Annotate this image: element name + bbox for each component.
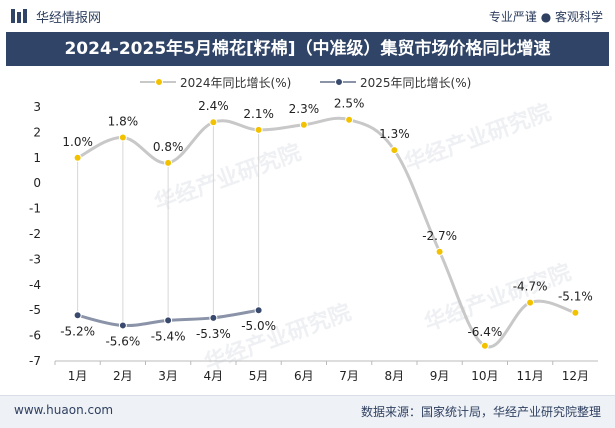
series-2024-data-label: 2.3% — [289, 102, 320, 116]
x-tick-label: 12月 — [562, 369, 589, 383]
footer: www.huaon.com 数据来源：国家统计局，华经产业研究院整理 — [0, 395, 615, 428]
legend: 2024年同比增长(%) 2025年同比增长(%) — [0, 72, 615, 92]
tagline: 专业严谨 ● 客观科学 — [488, 10, 603, 24]
line-chart: 3 2 1 0 -1 -2 -3 -4 -5 -6 -7 1月 2月 3月 4月 5月 6月 7月 8月 9月 10月 1… — [29, 97, 598, 383]
series-2024-point — [209, 118, 218, 127]
x-tick-label: 1月 — [68, 369, 88, 383]
footer-source: 数据来源：国家统计局，华经产业研究院整理 — [360, 405, 601, 419]
y-tick-label: -3 — [29, 252, 41, 266]
x-tick-label: 9月 — [430, 369, 450, 383]
series-2025-point — [118, 321, 127, 330]
series-2024-point — [526, 298, 535, 307]
x-tick-label: 5月 — [249, 369, 269, 383]
x-tick-label: 3月 — [158, 369, 178, 383]
series-2025-point — [209, 313, 218, 322]
series-2024-data-label: 1.0% — [62, 135, 93, 149]
y-tick-label: 3 — [33, 100, 41, 114]
series-2025-point — [164, 316, 173, 325]
series-2024-data-label: -4.7% — [513, 280, 548, 294]
y-tick-label: -4 — [29, 278, 41, 292]
series-2025-point — [254, 306, 263, 315]
series-2024-point — [73, 153, 82, 162]
series-2024-point — [480, 341, 489, 350]
x-tick-label: 8月 — [385, 369, 405, 383]
y-tick-label: -7 — [29, 354, 41, 368]
series-2025-data-label: -5.2% — [60, 324, 95, 338]
series-2024-point — [164, 158, 173, 167]
chart-title: 2024-2025年5月棉花[籽棉]（中准级）集贸市场价格同比增速 — [6, 32, 609, 66]
top-bar: 华经情报网 专业严谨 ● 客观科学 — [0, 0, 615, 32]
legend-marker-2024 — [155, 78, 163, 86]
x-tick-label: 11月 — [516, 369, 543, 383]
series-2024-point — [254, 125, 263, 134]
series-2024-data-label: 1.8% — [108, 114, 139, 128]
brand-name: 华经情报网 — [36, 11, 102, 26]
series-2024-point — [390, 146, 399, 155]
series-2025-data-label: -5.3% — [196, 327, 231, 341]
legend-label-2025: 2025年同比增长(%) — [360, 76, 472, 90]
series-2024-data-label: 0.8% — [153, 140, 184, 154]
x-tick-label: 2月 — [113, 369, 133, 383]
y-tick-label: 1 — [33, 151, 41, 165]
series-2024-point — [345, 115, 354, 124]
x-tick-label: 7月 — [339, 369, 359, 383]
series-2024-point — [435, 247, 444, 256]
y-tick-label: 2 — [33, 125, 41, 139]
series-2025-data-label: -5.4% — [151, 329, 186, 343]
logo-icon — [11, 9, 27, 23]
x-tick-label: 4月 — [204, 369, 224, 383]
y-tick-label: -2 — [29, 227, 41, 241]
y-tick-label: -6 — [29, 329, 41, 343]
series-2024-data-label: 2.5% — [334, 97, 365, 111]
series-2024-data-label: -2.7% — [422, 229, 457, 243]
x-tick-label: 6月 — [294, 369, 314, 383]
series-2025-data-label: -5.6% — [105, 334, 140, 348]
series-2024-data-label: 2.1% — [243, 107, 274, 121]
series-2024-point — [299, 120, 308, 129]
y-tick-label: 0 — [33, 176, 41, 190]
series-2024-data-label: -6.4% — [467, 325, 502, 339]
y-tick-label: -5 — [29, 303, 41, 317]
footer-website: www.huaon.com — [14, 403, 114, 417]
series-2024-data-label: -5.1% — [558, 290, 593, 304]
legend-marker-2025 — [335, 78, 343, 86]
series-2024-data-label: 1.3% — [379, 127, 410, 141]
series-2024-data-label: 2.4% — [198, 99, 229, 113]
series-2025-point — [73, 311, 82, 320]
series-2025-data-label: -5.0% — [241, 319, 276, 333]
series-2024-point — [118, 133, 127, 142]
legend-label-2024: 2024年同比增长(%) — [180, 76, 292, 90]
x-tick-label: 10月 — [471, 369, 498, 383]
series-2024-point — [571, 308, 580, 317]
y-tick-label: -1 — [29, 202, 41, 216]
